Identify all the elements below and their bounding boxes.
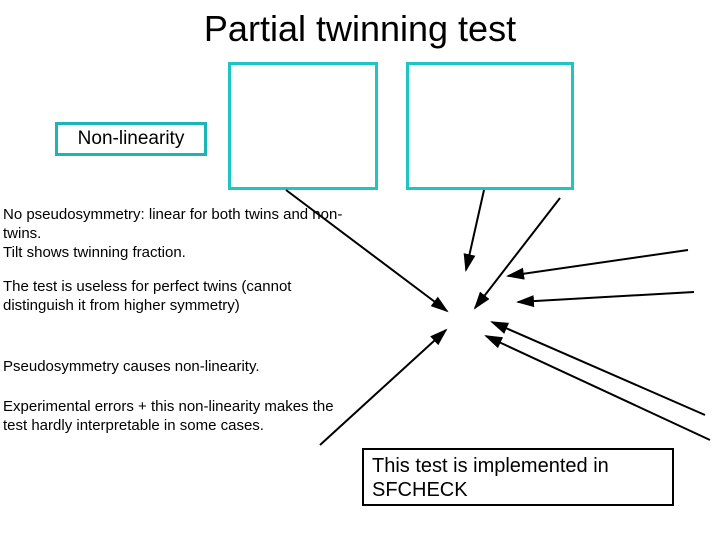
cyan-box-left	[228, 62, 378, 190]
paragraph-nopseudo: No pseudosymmetry: linear for both twins…	[3, 206, 353, 262]
nonlinearity-box: Non-linearity	[55, 122, 207, 156]
slide-title: Partial twinning test	[0, 8, 720, 50]
nonlinearity-label: Non-linearity	[78, 128, 185, 150]
sfcheck-box: This test is implemented in SFCHECK	[362, 448, 674, 506]
paragraph-errors: Experimental errors + this non-linearity…	[3, 398, 353, 436]
cyan-box-right	[406, 62, 574, 190]
arrow-line	[518, 292, 694, 302]
arrow-line	[508, 250, 688, 276]
arrow-line	[486, 336, 710, 440]
arrow-line	[466, 190, 484, 270]
arrow-line	[475, 198, 560, 308]
paragraph-pseudo: Pseudosymmetry causes non-linearity.	[3, 358, 353, 377]
paragraph-useless: The test is useless for perfect twins (c…	[3, 278, 353, 316]
arrow-line	[492, 322, 705, 415]
